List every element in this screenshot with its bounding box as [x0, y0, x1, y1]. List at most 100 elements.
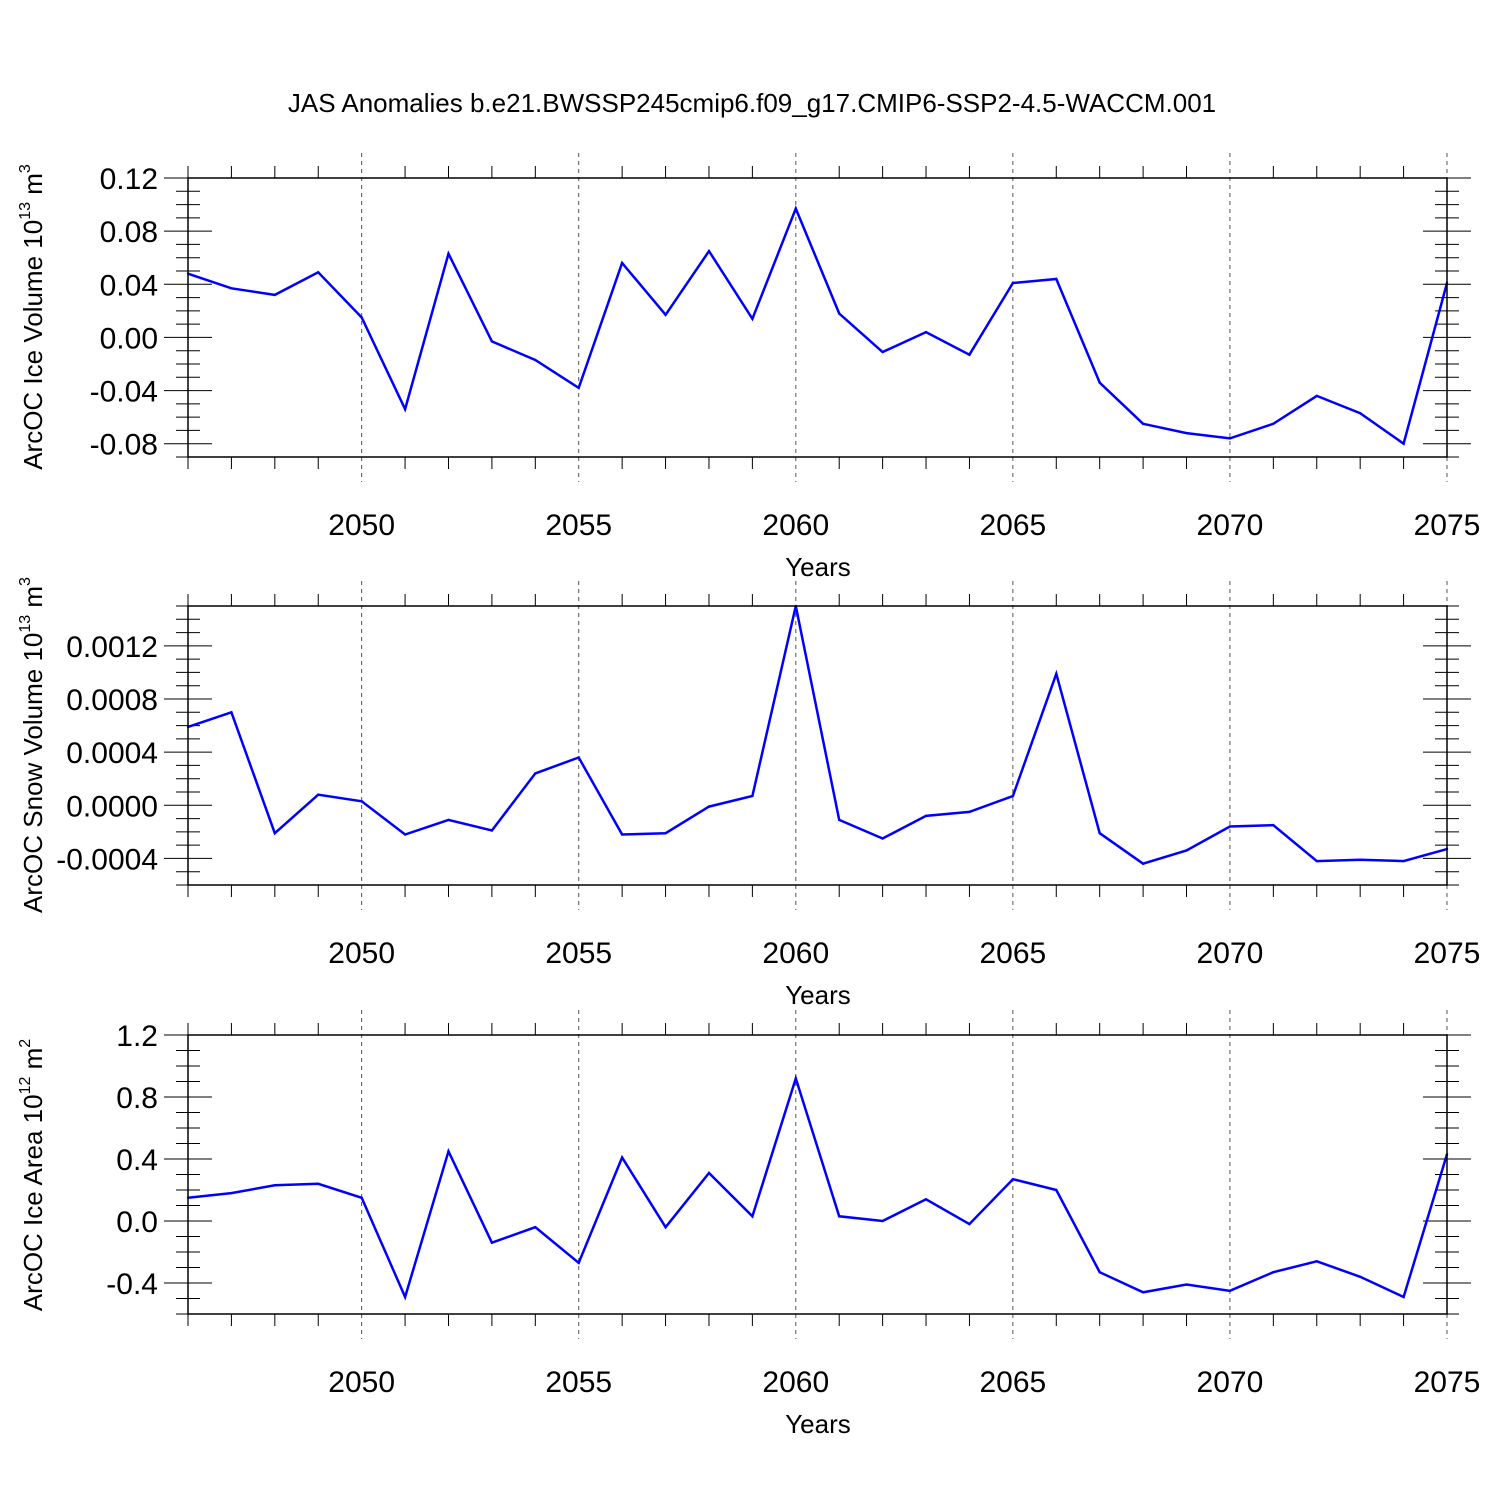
data-point-2068: [1141, 1291, 1145, 1294]
data-point-2062: [881, 837, 884, 840]
x-axis-title: Years: [785, 552, 851, 582]
data-point-2067: [1098, 381, 1101, 384]
data-point-2069: [1185, 1283, 1188, 1286]
data-point-2052: [447, 252, 450, 255]
data-point-2074: [1402, 1295, 1405, 1299]
data-point-2057: [664, 831, 667, 835]
data-point-2049: [317, 271, 320, 274]
data-point-2051: [403, 833, 407, 836]
x-tick-label-2060: 2060: [762, 1366, 829, 1399]
data-point-2066: [1055, 1188, 1058, 1192]
data-point-2068: [1141, 422, 1145, 425]
data-point-2060: [794, 1077, 797, 1080]
data-point-2047: [230, 287, 233, 290]
x-tick-label-2060: 2060: [762, 509, 829, 542]
plot-frame-3: [187, 1034, 1448, 1315]
data-point-2074: [1402, 442, 1405, 445]
data-point-2047: [230, 711, 233, 714]
data-point-2069: [1185, 849, 1188, 852]
chart-panel-2: 0.0012 0.0008 0.0004 0.0000 -0.0004 2050 2055 2…: [17, 577, 1480, 1010]
data-point-2055: [577, 386, 580, 390]
y-tick-label: 0.8: [116, 1082, 158, 1115]
data-point-2055: [577, 756, 580, 759]
data-point-2066: [1055, 672, 1058, 675]
data-point-2058: [707, 805, 711, 808]
y-tick-label: 0.08: [100, 216, 158, 249]
x-tick-label-2050: 2050: [328, 937, 395, 970]
data-point-2070: [1228, 825, 1232, 828]
data-point-2053: [490, 340, 494, 343]
y-tick-label: -0.0004: [56, 843, 158, 876]
chart-panel-3: 1.2 0.8 0.4 0.0 -0.4 2050 2055 2060 2065 2070 2075…: [17, 1010, 1480, 1439]
data-point-2061: [838, 1215, 841, 1218]
data-point-2073: [1358, 1275, 1362, 1279]
y-axis-title: ArcOC Ice Volume 1013 m3: [17, 164, 48, 470]
data-point-2067: [1098, 831, 1101, 835]
data-point-2072: [1315, 1260, 1318, 1263]
data-point-2048: [273, 293, 277, 297]
x-tick-label-2075: 2075: [1414, 937, 1481, 970]
data-point-2048: [273, 1184, 277, 1187]
data-point-2052: [447, 818, 450, 822]
x-axis-title: Years: [785, 1409, 851, 1439]
data-point-2069: [1185, 431, 1188, 435]
data-point-2070: [1228, 1289, 1232, 1292]
data-point-2073: [1358, 411, 1362, 415]
y-tick-label: 0.4: [116, 1144, 158, 1177]
x-tick-label-2050: 2050: [328, 509, 395, 542]
data-point-2050: [360, 800, 363, 803]
x-tick-label-2070: 2070: [1197, 1366, 1264, 1399]
data-point-2061: [838, 818, 841, 822]
y-tick-label: -0.04: [90, 376, 158, 409]
data-point-2061: [838, 312, 841, 315]
series-line-1: [187, 205, 1449, 446]
y-tick-label: 0.12: [100, 163, 158, 196]
data-point-2054: [534, 772, 537, 775]
y-tick-label: 0.0012: [66, 631, 158, 664]
data-point-2065: [1011, 794, 1015, 798]
series-line-2: [187, 605, 1448, 866]
x-tick-label-2065: 2065: [979, 937, 1046, 970]
x-tick-label-2050: 2050: [328, 1366, 395, 1399]
y-tick-label: 1.2: [116, 1020, 158, 1053]
data-point-2064: [968, 353, 971, 356]
data-point-2056: [620, 261, 624, 265]
x-tick-label-2055: 2055: [545, 1366, 612, 1399]
x-tick-label-2065: 2065: [979, 1366, 1046, 1399]
data-point-2048: [273, 831, 277, 835]
data-point-2052: [447, 1150, 450, 1153]
data-point-2051: [403, 407, 407, 411]
x-tick-label-2070: 2070: [1197, 509, 1264, 542]
x-tick-label-2055: 2055: [545, 509, 612, 542]
data-point-2062: [881, 350, 884, 354]
data-point-2072: [1315, 394, 1318, 398]
y-tick-label: 0.00: [100, 322, 158, 355]
data-point-2062: [881, 1219, 884, 1223]
data-point-2050: [360, 316, 363, 319]
data-point-2049: [317, 1182, 320, 1186]
x-tick-label-2075: 2075: [1414, 509, 1481, 542]
data-point-2053: [490, 829, 494, 832]
data-point-2068: [1141, 862, 1145, 865]
data-point-2070: [1228, 437, 1232, 440]
y-axis-title: ArcOC Snow Volume 1013 m3: [17, 577, 48, 913]
data-point-2058: [707, 1171, 711, 1175]
x-tick-label-2055: 2055: [545, 937, 612, 970]
data-point-2072: [1315, 859, 1318, 863]
data-point-2060: [794, 207, 797, 210]
data-point-2054: [534, 1226, 537, 1229]
data-point-2057: [664, 313, 667, 317]
y-tick-label: 0.0000: [66, 790, 158, 823]
data-point-2071: [1272, 1270, 1275, 1274]
y-tick-label: -0.08: [90, 429, 158, 462]
y-tick-label: 0.0: [116, 1206, 158, 1239]
y-tick-label: -0.4: [106, 1268, 158, 1301]
data-point-2071: [1272, 422, 1275, 425]
x-tick-label-2065: 2065: [979, 509, 1046, 542]
data-point-2063: [924, 330, 928, 334]
plot-frame-1: [187, 177, 1448, 458]
chart-title: JAS Anomalies b.e21.BWSSP245cmip6.f09_g1…: [288, 88, 1216, 118]
x-tick-label-2070: 2070: [1197, 937, 1264, 970]
data-point-2057: [664, 1226, 667, 1229]
